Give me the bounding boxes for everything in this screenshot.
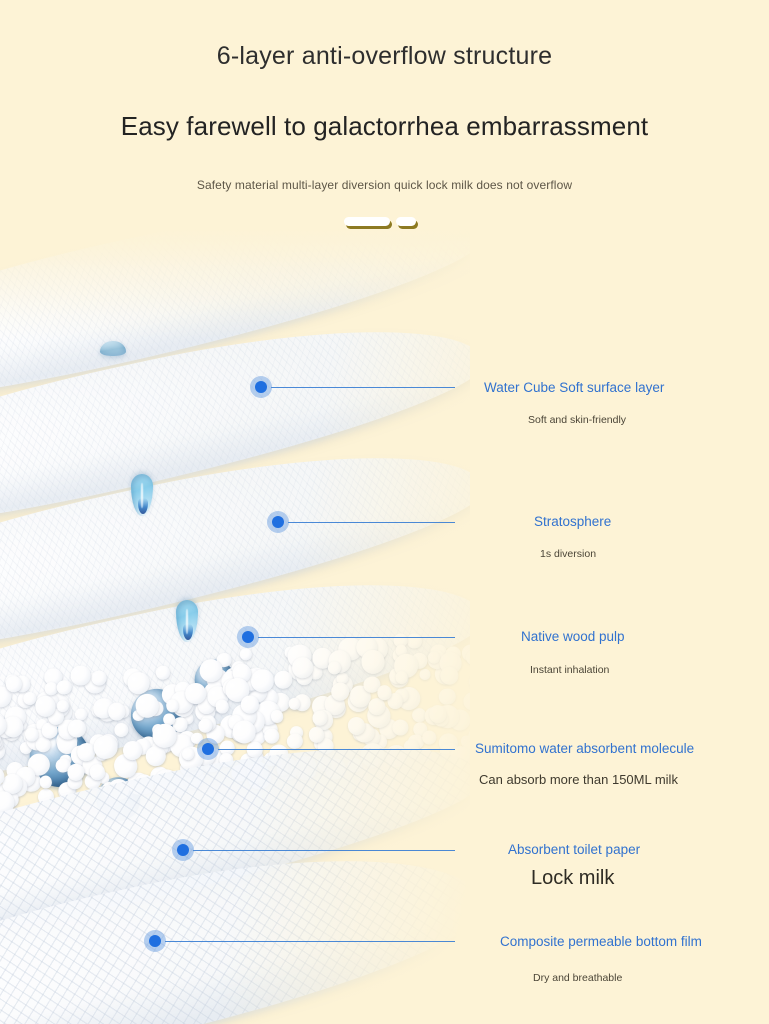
- callout-leader-line: [165, 941, 455, 943]
- callout-title: Absorbent toilet paper: [508, 842, 641, 857]
- absorbent-bead-icon: [437, 686, 458, 707]
- callout-title: Composite permeable bottom film: [500, 934, 702, 949]
- page-description: Safety material multi-layer diversion qu…: [196, 178, 573, 192]
- divider: [0, 212, 769, 236]
- callout-title: Native wood pulp: [521, 629, 625, 644]
- callout-description: Lock milk: [531, 867, 615, 889]
- callout-title: Sumitomo water absorbent molecule: [475, 741, 695, 756]
- callout-dot-icon[interactable]: [197, 738, 219, 760]
- absorbent-bead-icon: [418, 668, 432, 682]
- page-title: 6-layer anti-overflow structure: [216, 42, 553, 70]
- divider-pill-long-icon: [344, 217, 390, 226]
- absorbent-bead-icon: [239, 647, 254, 662]
- absorbent-bead-icon: [113, 721, 130, 739]
- product-layer-stack: [0, 228, 470, 1024]
- absorbent-bead-icon: [262, 727, 281, 745]
- absorbent-bead-icon: [154, 664, 172, 681]
- callout-title: Stratosphere: [534, 514, 612, 529]
- callout-dot-icon[interactable]: [237, 626, 259, 648]
- callout-description: Dry and breathable: [533, 972, 623, 984]
- absorbent-bead-icon: [467, 669, 470, 695]
- callout-description: Can absorb more than 150ML milk: [479, 772, 678, 787]
- callout-dot-icon[interactable]: [267, 511, 289, 533]
- callout-description: Instant inhalation: [530, 664, 610, 676]
- callout-dot-icon[interactable]: [250, 376, 272, 398]
- callout-description: Soft and skin-friendly: [528, 414, 627, 426]
- callout-leader-line: [193, 850, 455, 852]
- callout-description: 1s diversion: [540, 548, 597, 560]
- water-droplet-icon: [100, 341, 126, 356]
- absorbent-bead-icon: [405, 632, 424, 650]
- callout-dot-icon[interactable]: [144, 930, 166, 952]
- callout-leader-line: [218, 749, 455, 751]
- product-layer-image: [0, 228, 470, 1024]
- callout-title: Water Cube Soft surface layer: [484, 380, 665, 395]
- callout-leader-line: [271, 387, 455, 389]
- callout-dot-icon[interactable]: [172, 839, 194, 861]
- divider-pills: [0, 212, 769, 236]
- page-subtitle: Easy farewell to galactorrhea embarrassm…: [120, 111, 649, 141]
- callout-leader-line: [258, 637, 455, 639]
- divider-pill-short-icon: [396, 217, 416, 226]
- callout-leader-line: [288, 522, 455, 524]
